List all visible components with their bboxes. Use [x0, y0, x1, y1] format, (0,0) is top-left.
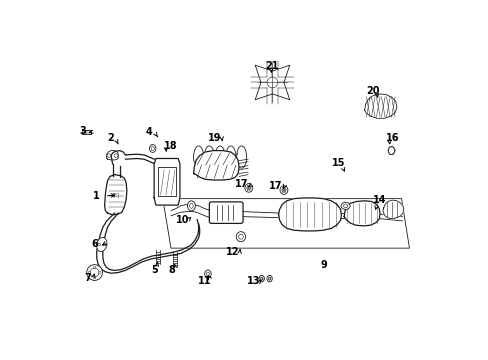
Circle shape — [93, 266, 96, 268]
Polygon shape — [163, 199, 408, 248]
Ellipse shape — [282, 188, 285, 192]
Circle shape — [93, 277, 96, 279]
Ellipse shape — [193, 146, 203, 168]
Text: 3: 3 — [79, 126, 85, 135]
Ellipse shape — [215, 146, 224, 168]
Polygon shape — [278, 198, 341, 231]
Ellipse shape — [189, 203, 193, 208]
Ellipse shape — [268, 277, 270, 280]
Ellipse shape — [204, 270, 211, 278]
Text: 18: 18 — [164, 141, 178, 151]
Polygon shape — [193, 150, 239, 180]
Ellipse shape — [149, 144, 156, 152]
Ellipse shape — [266, 275, 272, 282]
Circle shape — [99, 271, 101, 274]
FancyBboxPatch shape — [82, 130, 91, 134]
Circle shape — [88, 271, 90, 274]
Text: 10: 10 — [176, 215, 189, 225]
FancyBboxPatch shape — [209, 202, 243, 224]
Text: 14: 14 — [372, 195, 386, 205]
Ellipse shape — [151, 147, 154, 150]
Text: 16: 16 — [385, 133, 398, 143]
Text: 20: 20 — [366, 86, 379, 96]
Polygon shape — [106, 150, 118, 160]
Ellipse shape — [259, 275, 264, 282]
Circle shape — [114, 154, 118, 157]
Ellipse shape — [97, 238, 107, 252]
Ellipse shape — [206, 272, 209, 276]
Circle shape — [103, 243, 106, 246]
FancyBboxPatch shape — [158, 167, 175, 196]
Polygon shape — [154, 158, 180, 205]
Ellipse shape — [238, 234, 243, 239]
Ellipse shape — [280, 186, 287, 194]
Circle shape — [86, 265, 102, 280]
Text: 1: 1 — [93, 191, 100, 201]
Text: 17: 17 — [269, 181, 282, 192]
Polygon shape — [104, 175, 126, 215]
Circle shape — [107, 154, 110, 157]
Text: 17: 17 — [234, 179, 248, 189]
Text: 13: 13 — [246, 276, 260, 286]
Ellipse shape — [343, 204, 347, 208]
Ellipse shape — [387, 147, 394, 154]
Polygon shape — [255, 65, 289, 100]
Ellipse shape — [246, 186, 250, 190]
Text: 15: 15 — [331, 158, 345, 168]
Circle shape — [266, 77, 277, 88]
Text: 19: 19 — [208, 133, 222, 143]
Text: 7: 7 — [84, 273, 91, 283]
Text: 9: 9 — [319, 260, 326, 270]
Text: 12: 12 — [226, 247, 239, 257]
Text: 11: 11 — [198, 276, 211, 286]
Text: 4: 4 — [146, 127, 153, 136]
Text: 6: 6 — [91, 239, 98, 249]
Text: 21: 21 — [265, 61, 279, 71]
Ellipse shape — [236, 231, 245, 242]
Circle shape — [97, 243, 100, 246]
Text: 8: 8 — [168, 265, 175, 275]
Text: 2: 2 — [107, 133, 114, 143]
Ellipse shape — [236, 146, 246, 168]
Text: 5: 5 — [150, 265, 157, 275]
Ellipse shape — [244, 184, 252, 192]
Polygon shape — [364, 94, 396, 118]
Ellipse shape — [341, 202, 349, 210]
Polygon shape — [382, 200, 403, 219]
Ellipse shape — [204, 146, 214, 168]
Polygon shape — [344, 201, 379, 226]
Ellipse shape — [260, 277, 263, 280]
Ellipse shape — [187, 201, 195, 211]
Ellipse shape — [225, 146, 235, 168]
Circle shape — [90, 268, 99, 277]
Text: [E]: [E] — [112, 192, 119, 197]
